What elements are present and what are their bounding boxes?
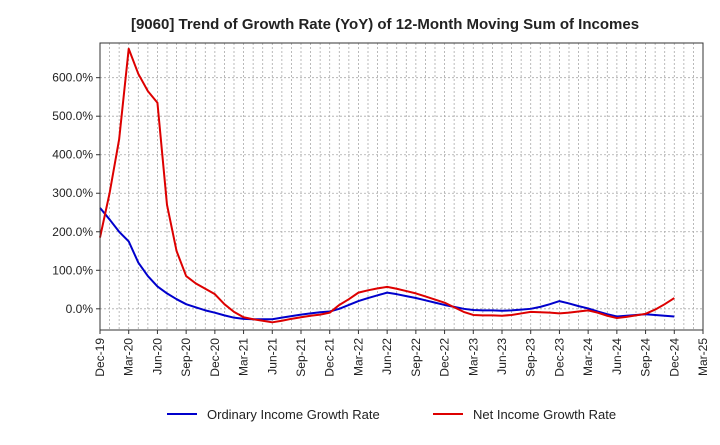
legend-label: Net Income Growth Rate xyxy=(473,407,616,422)
plot-frame xyxy=(99,42,704,331)
x-tick-label: Dec-23 xyxy=(552,338,566,377)
x-tick-label: Sep-22 xyxy=(409,338,423,377)
series-line xyxy=(99,207,675,321)
x-tick-label: Sep-20 xyxy=(179,338,193,377)
legend-label: Ordinary Income Growth Rate xyxy=(207,407,380,422)
y-axis: 0.0% 100.0% 200.0% 300.0% 400.0% 500.0% 600.0% xyxy=(52,71,100,316)
x-tick-label: Mar-24 xyxy=(581,338,595,376)
x-tick-label: Mar-23 xyxy=(466,338,480,376)
x-tick-label: Mar-20 xyxy=(122,338,136,376)
x-tick-label: Dec-22 xyxy=(438,338,452,377)
series-lines xyxy=(99,47,675,324)
x-tick-label: Jun-24 xyxy=(610,338,624,375)
x-tick-label: Mar-21 xyxy=(237,338,251,376)
y-tick-label: 500.0% xyxy=(52,109,93,123)
y-tick-label: 600.0% xyxy=(52,71,93,85)
grid xyxy=(100,43,703,330)
legend: Ordinary Income Growth Rate Net Income Gr… xyxy=(167,407,616,422)
x-tick-label: Dec-21 xyxy=(323,338,337,377)
x-tick-label: Jun-22 xyxy=(380,338,394,375)
y-tick-label: 400.0% xyxy=(52,148,93,162)
x-axis: Dec-19 Mar-20 Jun-20 Sep-20 Dec-20 Mar-21 Jun-… xyxy=(93,330,710,377)
x-tick-label: Sep-21 xyxy=(294,338,308,377)
x-tick-label: Mar-25 xyxy=(696,338,710,376)
series-line xyxy=(99,47,675,324)
x-tick-label: Dec-24 xyxy=(667,338,681,377)
y-tick-label: 0.0% xyxy=(66,302,94,316)
chart-title: [9060] Trend of Growth Rate (YoY) of 12-… xyxy=(131,16,639,33)
x-tick-label: Sep-24 xyxy=(639,338,653,377)
x-tick-label: Jun-23 xyxy=(495,338,509,375)
y-tick-label: 200.0% xyxy=(52,225,93,239)
x-tick-label: Dec-20 xyxy=(208,338,222,377)
x-tick-label: Mar-22 xyxy=(351,338,365,376)
x-tick-label: Sep-23 xyxy=(524,338,538,377)
y-tick-label: 100.0% xyxy=(52,263,93,277)
x-tick-label: Jun-20 xyxy=(150,338,164,375)
x-tick-label: Jun-21 xyxy=(265,338,279,375)
x-tick-label: Dec-19 xyxy=(93,338,107,377)
y-tick-label: 300.0% xyxy=(52,186,93,200)
